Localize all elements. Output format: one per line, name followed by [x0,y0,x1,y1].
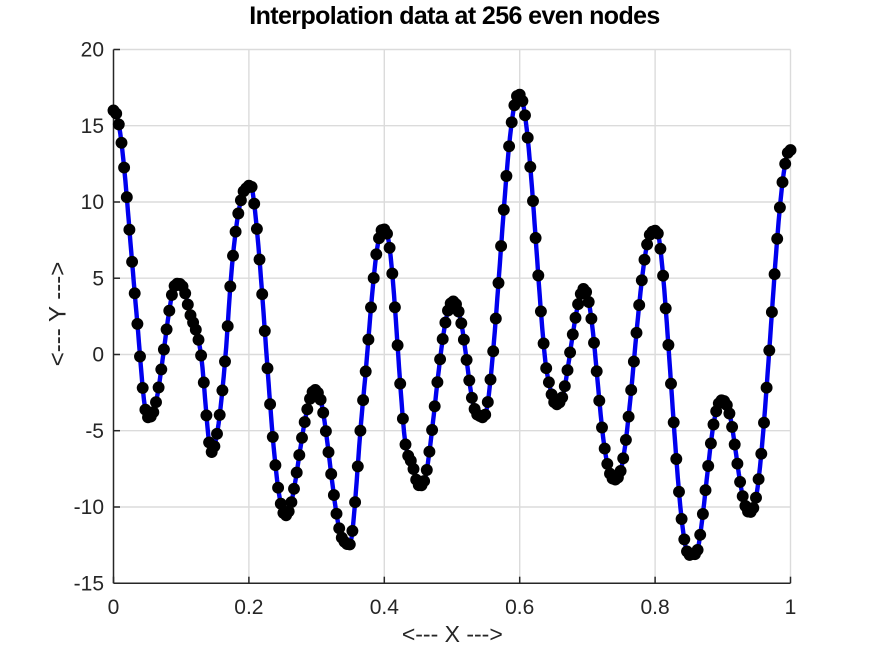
svg-text:0.8: 0.8 [640,596,669,619]
svg-text:0.6: 0.6 [505,596,534,619]
svg-text:<--- X --->: <--- X ---> [402,621,503,647]
svg-text:-5: -5 [85,420,104,443]
svg-text:10: 10 [81,191,104,214]
svg-text:-10: -10 [74,496,104,519]
svg-text:0.4: 0.4 [370,596,400,619]
svg-text:0: 0 [92,344,104,367]
svg-text:20: 20 [81,39,104,62]
svg-text:-15: -15 [74,572,104,595]
svg-text:5: 5 [92,267,104,290]
svg-text:0: 0 [108,596,120,619]
svg-text:1: 1 [785,596,797,619]
svg-text:Interpolation data at 256 even: Interpolation data at 256 even nodes [249,2,659,30]
svg-text:0.2: 0.2 [234,596,263,619]
svg-text:<--- Y --->: <--- Y ---> [44,262,71,366]
svg-text:15: 15 [81,115,104,138]
